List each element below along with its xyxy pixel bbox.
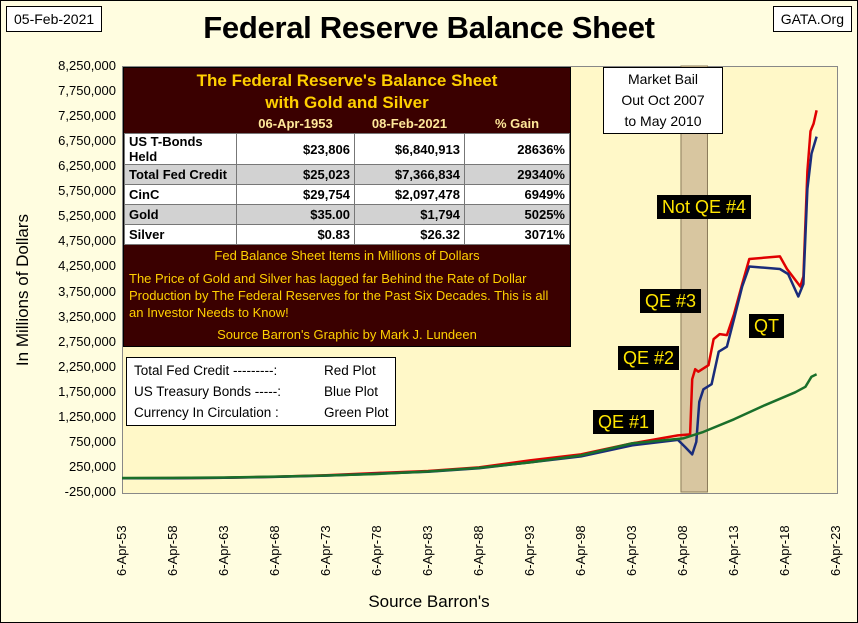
summary-paragraph: The Price of Gold and Silver has lagged … <box>129 271 549 320</box>
header-col-2021: 08-Feb-2021 <box>371 116 448 131</box>
cell-gain: 6949% <box>464 184 570 205</box>
summary-title-line1: The Federal Reserve's Balance Sheet <box>196 71 498 90</box>
legend-row-green: Currency In Circulation : Green Plot <box>127 402 395 423</box>
y-tick-label: 3,750,000 <box>58 283 116 299</box>
chart-title: Federal Reserve Balance Sheet <box>203 10 655 45</box>
y-tick-label: 250,000 <box>69 458 116 474</box>
row-label: Total Fed Credit <box>124 164 237 185</box>
table-row: Total Fed Credit $25,023 $7,366,834 2934… <box>124 164 570 185</box>
series-line-3 <box>121 373 818 480</box>
legend-plot: Green Plot <box>324 405 389 420</box>
x-tick-label: 6-Apr-73 <box>318 525 333 576</box>
legend-text: Currency In Circulation : <box>134 405 279 420</box>
bail-out-box: Market Bail Out Oct 2007 to May 2010 <box>603 67 723 134</box>
cell-1953: $23,806 <box>236 133 355 165</box>
x-tick-label: 6-Apr-63 <box>216 525 231 576</box>
legend-plot: Blue Plot <box>324 384 379 399</box>
qt-label: QT <box>749 314 784 338</box>
header-col-1953: 06-Apr-1953 <box>258 116 333 131</box>
cell-2021: $2,097,478 <box>354 184 465 205</box>
table-row: Silver $0.83 $26.32 3071% <box>124 224 570 245</box>
bail-out-shaded-period <box>680 65 708 493</box>
legend-box: Total Fed Credit ---------: Red Plot US T… <box>126 357 396 426</box>
x-tick-label: 6-Apr-18 <box>777 525 792 576</box>
cell-1953: $35.00 <box>236 204 355 225</box>
y-tick-label: 7,750,000 <box>58 83 116 99</box>
y-tick-label: 750,000 <box>69 433 116 449</box>
y-axis-label: In Millions of Dollars <box>13 213 32 367</box>
x-tick-label: 6-Apr-78 <box>369 525 384 576</box>
x-tick-label: 6-Apr-08 <box>675 525 690 576</box>
row-label: Gold <box>124 204 237 225</box>
not-qe4-label: Not QE #4 <box>657 195 752 219</box>
table-row: CinC $29,754 $2,097,478 6949% <box>124 184 570 205</box>
summary-note: Fed Balance Sheet Items in Millions of D… <box>214 248 480 263</box>
cell-1953: $25,023 <box>236 164 355 185</box>
y-tick-label: 4,250,000 <box>58 258 116 274</box>
qe1-label: QE #1 <box>593 410 655 434</box>
cell-gain: 29340% <box>464 164 570 185</box>
legend-row-blue: US Treasury Bonds -----: Blue Plot <box>127 381 395 402</box>
y-tick-label: 3,250,000 <box>58 308 116 324</box>
cell-2021: $26.32 <box>354 224 465 245</box>
bail-line-1: Market Bail <box>627 71 699 87</box>
y-tick-label: 1,750,000 <box>58 383 116 399</box>
y-tick-label: 6,750,000 <box>58 133 116 149</box>
summary-table: 06-Apr-1953 08-Feb-2021 % Gain US T-Bond… <box>124 114 570 245</box>
summary-table-box: The Federal Reserve's Balance Sheet with… <box>123 67 571 347</box>
y-tick-label: 6,250,000 <box>58 158 116 174</box>
cell-gain: 28636% <box>464 133 570 165</box>
qe3-label: QE #3 <box>640 289 702 313</box>
summary-title-line2: with Gold and Silver <box>265 93 429 112</box>
row-label: CinC <box>124 184 237 205</box>
header-empty <box>125 114 237 134</box>
y-tick-label: 2,250,000 <box>58 358 116 374</box>
x-axis-label: Source Barron's <box>368 592 490 611</box>
legend-plot: Red Plot <box>324 363 376 378</box>
x-tick-label: 6-Apr-68 <box>267 525 282 576</box>
legend-text: US Treasury Bonds -----: <box>134 384 282 399</box>
cell-gain: 3071% <box>464 224 570 245</box>
source-tag: GATA.Org <box>772 6 852 32</box>
cell-1953: $29,754 <box>236 184 355 205</box>
table-row: US T-Bonds Held $23,806 $6,840,913 28636… <box>124 133 570 165</box>
qe2-label: QE #2 <box>618 346 680 370</box>
x-tick-label: 6-Apr-88 <box>471 525 486 576</box>
y-tick-label: -250,000 <box>64 484 116 499</box>
summary-source: Source Barron's Graphic by Mark J. Lunde… <box>217 327 477 342</box>
table-row: Gold $35.00 $1,794 5025% <box>124 204 570 225</box>
cell-2021: $6,840,913 <box>354 133 465 165</box>
y-tick-label: 5,750,000 <box>58 183 116 199</box>
x-tick-label: 6-Apr-03 <box>624 525 639 576</box>
legend-row-red: Total Fed Credit ---------: Red Plot <box>127 360 395 381</box>
cell-2021: $7,366,834 <box>354 164 465 185</box>
summary-title: The Federal Reserve's Balance Sheet with… <box>124 68 570 114</box>
cell-2021: $1,794 <box>354 204 465 225</box>
row-label: US T-Bonds Held <box>124 133 237 165</box>
legend-text: Total Fed Credit ---------: <box>134 363 278 378</box>
y-tick-label: 2,750,000 <box>58 333 116 349</box>
y-tick-label: 4,750,000 <box>58 233 116 249</box>
cell-gain: 5025% <box>464 204 570 225</box>
bail-line-2: Out Oct 2007 <box>621 92 705 108</box>
y-tick-label: 8,250,000 <box>58 58 116 73</box>
x-tick-label: 6-Apr-23 <box>828 525 843 576</box>
x-tick-label: 6-Apr-13 <box>726 525 741 576</box>
cell-1953: $0.83 <box>236 224 355 245</box>
x-tick-label: 6-Apr-93 <box>522 525 537 576</box>
row-label: Silver <box>124 224 237 245</box>
header-col-gain: % Gain <box>494 116 540 131</box>
y-tick-label: 7,250,000 <box>58 108 116 124</box>
x-tick-label: 6-Apr-58 <box>165 525 180 576</box>
y-tick-label: 5,250,000 <box>58 208 116 224</box>
x-tick-label: 6-Apr-98 <box>573 525 588 576</box>
bail-line-3: to May 2010 <box>624 113 702 129</box>
y-tick-label: 1,250,000 <box>58 408 116 424</box>
date-label: 05-Feb-2021 <box>6 6 103 32</box>
x-tick-label: 6-Apr-83 <box>420 525 435 576</box>
x-tick-label: 6-Apr-53 <box>114 525 129 576</box>
